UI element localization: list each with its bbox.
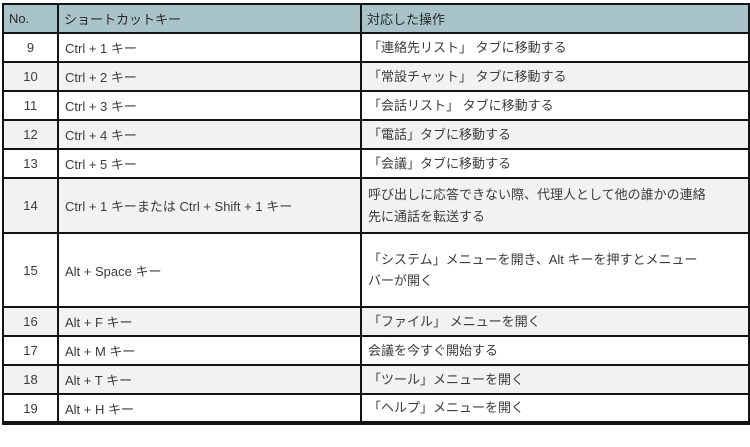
cell-number: 16	[2, 306, 59, 337]
cell-number: 18	[2, 364, 59, 395]
table-row: 16 Alt + F キー 「ファイル」 メニューを開く	[2, 306, 750, 337]
cell-operation: 呼び出しに応答できない際、代理人として他の誰かの連絡 先に通話を転送する	[360, 177, 750, 234]
cell-shortcut-key: Ctrl + 1 キー	[57, 32, 362, 63]
cell-shortcut-key: Alt + M キー	[57, 335, 362, 366]
cell-operation: 「ヘルプ」メニューを開く	[360, 393, 750, 424]
cell-shortcut-key: Ctrl + 1 キーまたは Ctrl + Shift + 1 キー	[57, 177, 362, 234]
cell-number: 10	[2, 61, 59, 92]
cell-number: 19	[2, 393, 59, 424]
cell-number: 14	[2, 177, 59, 234]
table-row: 15 Alt + Space キー 「システム」メニューを開き、Alt キーを押…	[2, 232, 750, 308]
cell-operation: 「会議」タブに移動する	[360, 148, 750, 179]
cell-operation: 会議を今すぐ開始する	[360, 335, 750, 366]
cell-operation: 「電話」タブに移動する	[360, 119, 750, 150]
cell-operation: 「ツール」メニューを開く	[360, 364, 750, 395]
cell-shortcut-key: Alt + T キー	[57, 364, 362, 395]
table-row: 12 Ctrl + 4 キー 「電話」タブに移動する	[2, 119, 750, 150]
cell-shortcut-key: Ctrl + 5 キー	[57, 148, 362, 179]
table-row: 19 Alt + H キー 「ヘルプ」メニューを開く	[2, 393, 750, 424]
cell-shortcut-key: Alt + H キー	[57, 393, 362, 424]
cell-shortcut-key: Alt + Space キー	[57, 232, 362, 308]
column-header-key: ショートカットキー	[57, 3, 362, 34]
table-row: 17 Alt + M キー 会議を今すぐ開始する	[2, 335, 750, 366]
table-row: 18 Alt + T キー 「ツール」メニューを開く	[2, 364, 750, 395]
cell-operation: 「会話リスト」 タブに移動する	[360, 90, 750, 121]
cell-operation: 「連絡先リスト」 タブに移動する	[360, 32, 750, 63]
cell-operation: 「常設チャット」 タブに移動する	[360, 61, 750, 92]
column-header-op: 対応した操作	[360, 3, 750, 34]
cell-shortcut-key: Ctrl + 4 キー	[57, 119, 362, 150]
table-row: 13 Ctrl + 5 キー 「会議」タブに移動する	[2, 148, 750, 179]
table-row: 10 Ctrl + 2 キー 「常設チャット」 タブに移動する	[2, 61, 750, 92]
table-row: 9 Ctrl + 1 キー 「連絡先リスト」 タブに移動する	[2, 32, 750, 63]
table-body: 9 Ctrl + 1 キー 「連絡先リスト」 タブに移動する 10 Ctrl +…	[2, 32, 750, 424]
cell-shortcut-key: Alt + F キー	[57, 306, 362, 337]
shortcut-table: No. ショートカットキー 対応した操作 9 Ctrl + 1 キー 「連絡先リ…	[2, 3, 750, 425]
column-header-no: No.	[2, 3, 59, 34]
cell-number: 11	[2, 90, 59, 121]
cell-operation: 「ファイル」 メニューを開く	[360, 306, 750, 337]
table-header-row: No. ショートカットキー 対応した操作	[2, 3, 750, 34]
cell-shortcut-key: Ctrl + 3 キー	[57, 90, 362, 121]
cell-number: 17	[2, 335, 59, 366]
table-row: 11 Ctrl + 3 キー 「会話リスト」 タブに移動する	[2, 90, 750, 121]
table-row: 14 Ctrl + 1 キーまたは Ctrl + Shift + 1 キー 呼び…	[2, 177, 750, 234]
cell-number: 9	[2, 32, 59, 63]
cell-operation: 「システム」メニューを開き、Alt キーを押すとメニュー バーが開く	[360, 232, 750, 308]
cell-number: 15	[2, 232, 59, 308]
cell-number: 13	[2, 148, 59, 179]
cell-shortcut-key: Ctrl + 2 キー	[57, 61, 362, 92]
cell-number: 12	[2, 119, 59, 150]
